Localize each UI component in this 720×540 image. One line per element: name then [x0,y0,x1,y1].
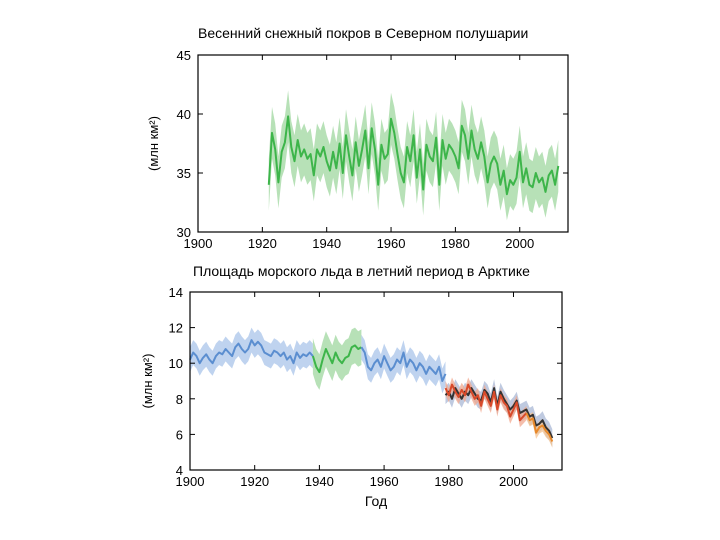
uncertainty-band-snow_cover [268,90,559,221]
plot-frame [189,291,563,471]
y-tick-label: 40 [177,107,191,122]
y-tick-label: 10 [169,356,183,371]
x-tick-label: 1960 [377,236,406,251]
x-tick-label: 1920 [240,474,269,489]
x-tick-label: 1980 [441,236,470,251]
uncertainty-band-reconstruction_blue [190,327,313,376]
series-line-reconstruction_blue_2 [360,346,447,382]
x-tick-label: 1940 [305,474,334,489]
chart-title: Весенний снежный покров в Северном полуш… [198,25,528,41]
y-axis-label: (млн км²) [140,354,155,409]
x-tick-label: 1920 [248,236,277,251]
series-line-observations_red [444,383,528,422]
y-tick-label: 4 [176,463,183,478]
x-tick-label: 1960 [370,474,399,489]
sea-ice-chart: Площадь морского льда в летний период в … [140,263,563,509]
y-tick-label: 30 [177,225,191,240]
y-tick-label: 8 [176,392,183,407]
x-axis-label: Год [365,493,387,509]
y-tick-label: 6 [176,427,183,442]
y-tick-label: 45 [177,48,191,63]
x-tick-label: 2000 [499,474,528,489]
x-tick-label: 1900 [184,236,213,251]
uncertainty-band-reconstruction_blue_2 [361,334,446,394]
x-tick-label: 1940 [312,236,341,251]
y-tick-label: 14 [169,285,183,300]
x-tick-label: 1900 [176,474,205,489]
series-line-reconstruction_blue [189,339,314,365]
chart-title: Площадь морского льда в летний период в … [193,263,530,279]
y-axis-label: (млн км²) [146,116,161,171]
y-tick-label: 35 [177,166,191,181]
x-tick-label: 2000 [505,236,534,251]
x-tick-label: 1980 [434,474,463,489]
series-line-snow_cover [267,115,560,196]
y-tick-label: 12 [169,321,183,336]
uncertainty-band-reconstruction_green_1 [312,327,362,390]
snow-cover-chart: Весенний снежный покров в Северном полуш… [146,25,569,251]
series-line-observations_orange [525,412,554,442]
plot-frame [197,54,569,233]
series-line-reconstruction_green_1 [311,344,362,374]
